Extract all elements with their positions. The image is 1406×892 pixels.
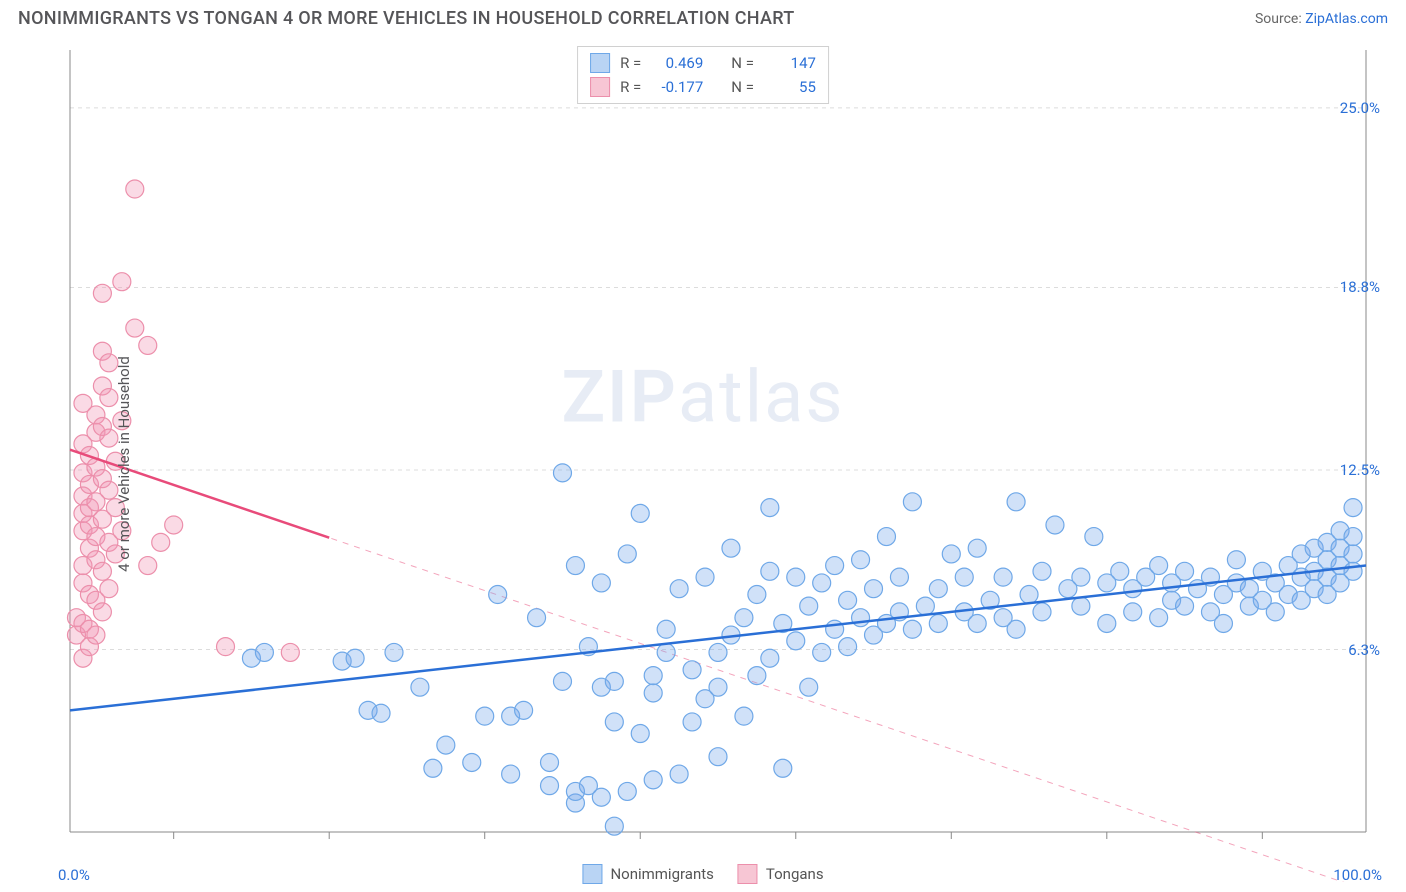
stats-row: R = 0.469 N = 147	[590, 51, 816, 75]
source-link[interactable]: ZipAtlas.com	[1305, 11, 1388, 27]
stats-row: R = -0.177 N = 55	[590, 75, 816, 99]
stats-r-value: -0.177	[651, 75, 703, 99]
stats-n-label: N =	[731, 75, 754, 99]
legend-swatch-pink	[738, 864, 758, 884]
chart-title: NONIMMIGRANTS VS TONGAN 4 OR MORE VEHICL…	[18, 8, 795, 29]
source-attribution: Source: ZipAtlas.com	[1255, 11, 1388, 27]
stats-n-value: 55	[764, 75, 816, 99]
stats-swatch-blue	[590, 53, 610, 73]
source-prefix: Source:	[1255, 11, 1305, 27]
series-legend: Nonimmigrants Tongans	[582, 864, 823, 884]
x-axis-min-label: 0.0%	[58, 866, 90, 884]
scatter-plot-svg	[18, 46, 1388, 882]
legend-item: Tongans	[738, 864, 824, 884]
y-tick-label: 25.0%	[1340, 99, 1380, 117]
x-axis-max-label: 100.0%	[1333, 866, 1382, 884]
y-axis-label: 4 or more Vehicles in Household	[115, 356, 133, 572]
stats-r-label: R =	[620, 51, 641, 75]
stats-n-label: N =	[731, 51, 754, 75]
stats-n-value: 147	[764, 51, 816, 75]
chart-area: 4 or more Vehicles in Household ZIPatlas…	[18, 46, 1388, 882]
stats-r-value: 0.469	[651, 51, 703, 75]
y-tick-label: 18.8%	[1340, 278, 1380, 296]
legend-label: Tongans	[766, 865, 824, 883]
stats-r-label: R =	[620, 75, 641, 99]
stats-legend-box: R = 0.469 N = 147 R = -0.177 N = 55	[577, 46, 829, 104]
stats-swatch-pink	[590, 77, 610, 97]
y-tick-label: 6.3%	[1348, 641, 1380, 659]
y-tick-label: 12.5%	[1340, 461, 1380, 479]
legend-swatch-blue	[582, 864, 602, 884]
legend-label: Nonimmigrants	[610, 865, 713, 883]
legend-item: Nonimmigrants	[582, 864, 713, 884]
